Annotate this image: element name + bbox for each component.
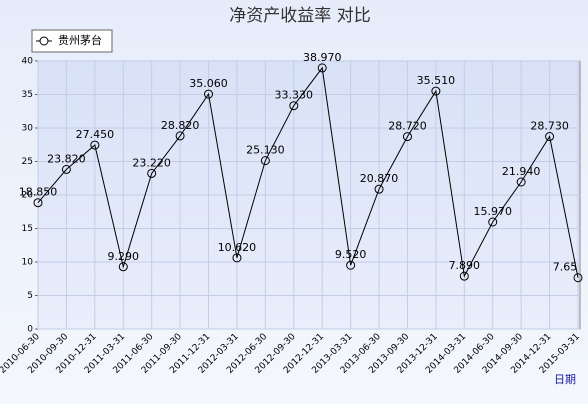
data-label: 9.520	[335, 248, 367, 261]
legend-marker	[39, 36, 49, 46]
data-label: 27.450	[76, 128, 115, 141]
data-label: 28.720	[388, 120, 427, 133]
point	[459, 271, 469, 281]
point	[573, 273, 583, 283]
data-label: 7.890	[449, 259, 481, 272]
point	[33, 198, 43, 208]
y-tick-label: 40	[22, 57, 34, 67]
point	[61, 164, 71, 174]
point	[289, 101, 299, 111]
y-tick-label: 25	[22, 157, 33, 167]
point	[346, 260, 356, 270]
y-tick-label: 30	[22, 124, 34, 134]
data-label: 35.510	[417, 74, 456, 87]
point	[232, 253, 242, 263]
data-label: 20.870	[360, 172, 399, 185]
point	[260, 156, 270, 166]
chart-title: 净资产收益率 对比	[229, 6, 370, 26]
data-label: 7.65	[553, 261, 578, 274]
x-axis-label: 日期	[554, 373, 576, 386]
data-label: 23.220	[132, 156, 171, 169]
data-label: 35.060	[189, 77, 228, 90]
point	[118, 262, 128, 272]
point	[204, 89, 214, 99]
point	[90, 140, 100, 150]
point	[175, 131, 185, 141]
y-tick-label: 0	[27, 325, 33, 335]
point	[147, 168, 157, 178]
data-label: 38.970	[303, 51, 342, 64]
point	[402, 132, 412, 142]
data-label: 28.730	[530, 120, 569, 133]
data-label: 10.620	[218, 241, 257, 254]
data-label: 33.330	[275, 89, 314, 102]
data-label: 23.820	[47, 152, 86, 165]
data-label: 21.940	[502, 165, 541, 178]
data-label: 18.850	[19, 186, 58, 199]
legend-box	[31, 29, 113, 53]
line	[37, 66, 579, 278]
data-label: 9.290	[108, 250, 140, 263]
point	[516, 177, 526, 187]
data-label: 25.130	[246, 144, 285, 157]
y-tick-label: 35	[22, 90, 33, 100]
point	[374, 184, 384, 194]
point	[317, 63, 327, 73]
y-tick-label: 10	[22, 258, 34, 268]
point	[431, 86, 441, 96]
data-label: 15.970	[473, 205, 512, 218]
y-tick-label: 20	[22, 191, 34, 201]
point	[545, 132, 555, 142]
data-label: 28.820	[161, 119, 200, 132]
y-tick-label: 15	[22, 224, 33, 234]
legend-label: 贵州茅台	[58, 33, 102, 47]
point	[488, 217, 498, 227]
y-tick-label: 5	[27, 291, 33, 301]
